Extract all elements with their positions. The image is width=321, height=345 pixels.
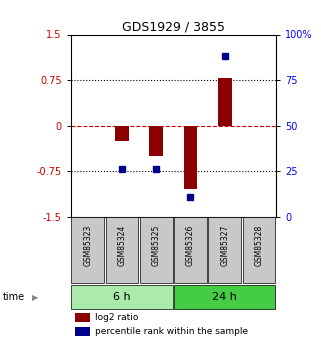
Text: GSM85328: GSM85328 — [255, 225, 264, 266]
Bar — [71, 217, 104, 283]
Bar — [75, 327, 90, 336]
Bar — [75, 313, 90, 322]
Text: time: time — [3, 292, 25, 302]
Bar — [149, 126, 163, 156]
Text: ▶: ▶ — [32, 293, 39, 302]
Text: GSM85327: GSM85327 — [220, 225, 229, 266]
Text: log2 ratio: log2 ratio — [95, 313, 139, 322]
Text: 6 h: 6 h — [113, 292, 131, 302]
Bar — [71, 285, 173, 309]
Bar — [174, 217, 207, 283]
Bar — [242, 217, 275, 283]
Bar — [140, 217, 173, 283]
Text: GSM85324: GSM85324 — [117, 225, 126, 266]
Bar — [106, 217, 138, 283]
Text: 24 h: 24 h — [212, 292, 237, 302]
Bar — [208, 217, 241, 283]
Bar — [218, 78, 231, 126]
Text: GSM85325: GSM85325 — [152, 225, 161, 266]
Bar — [184, 126, 197, 189]
Title: GDS1929 / 3855: GDS1929 / 3855 — [122, 20, 225, 33]
Text: GSM85323: GSM85323 — [83, 225, 92, 266]
Text: percentile rank within the sample: percentile rank within the sample — [95, 327, 248, 336]
Text: GSM85326: GSM85326 — [186, 225, 195, 266]
Bar — [115, 126, 129, 141]
Bar — [174, 285, 275, 309]
